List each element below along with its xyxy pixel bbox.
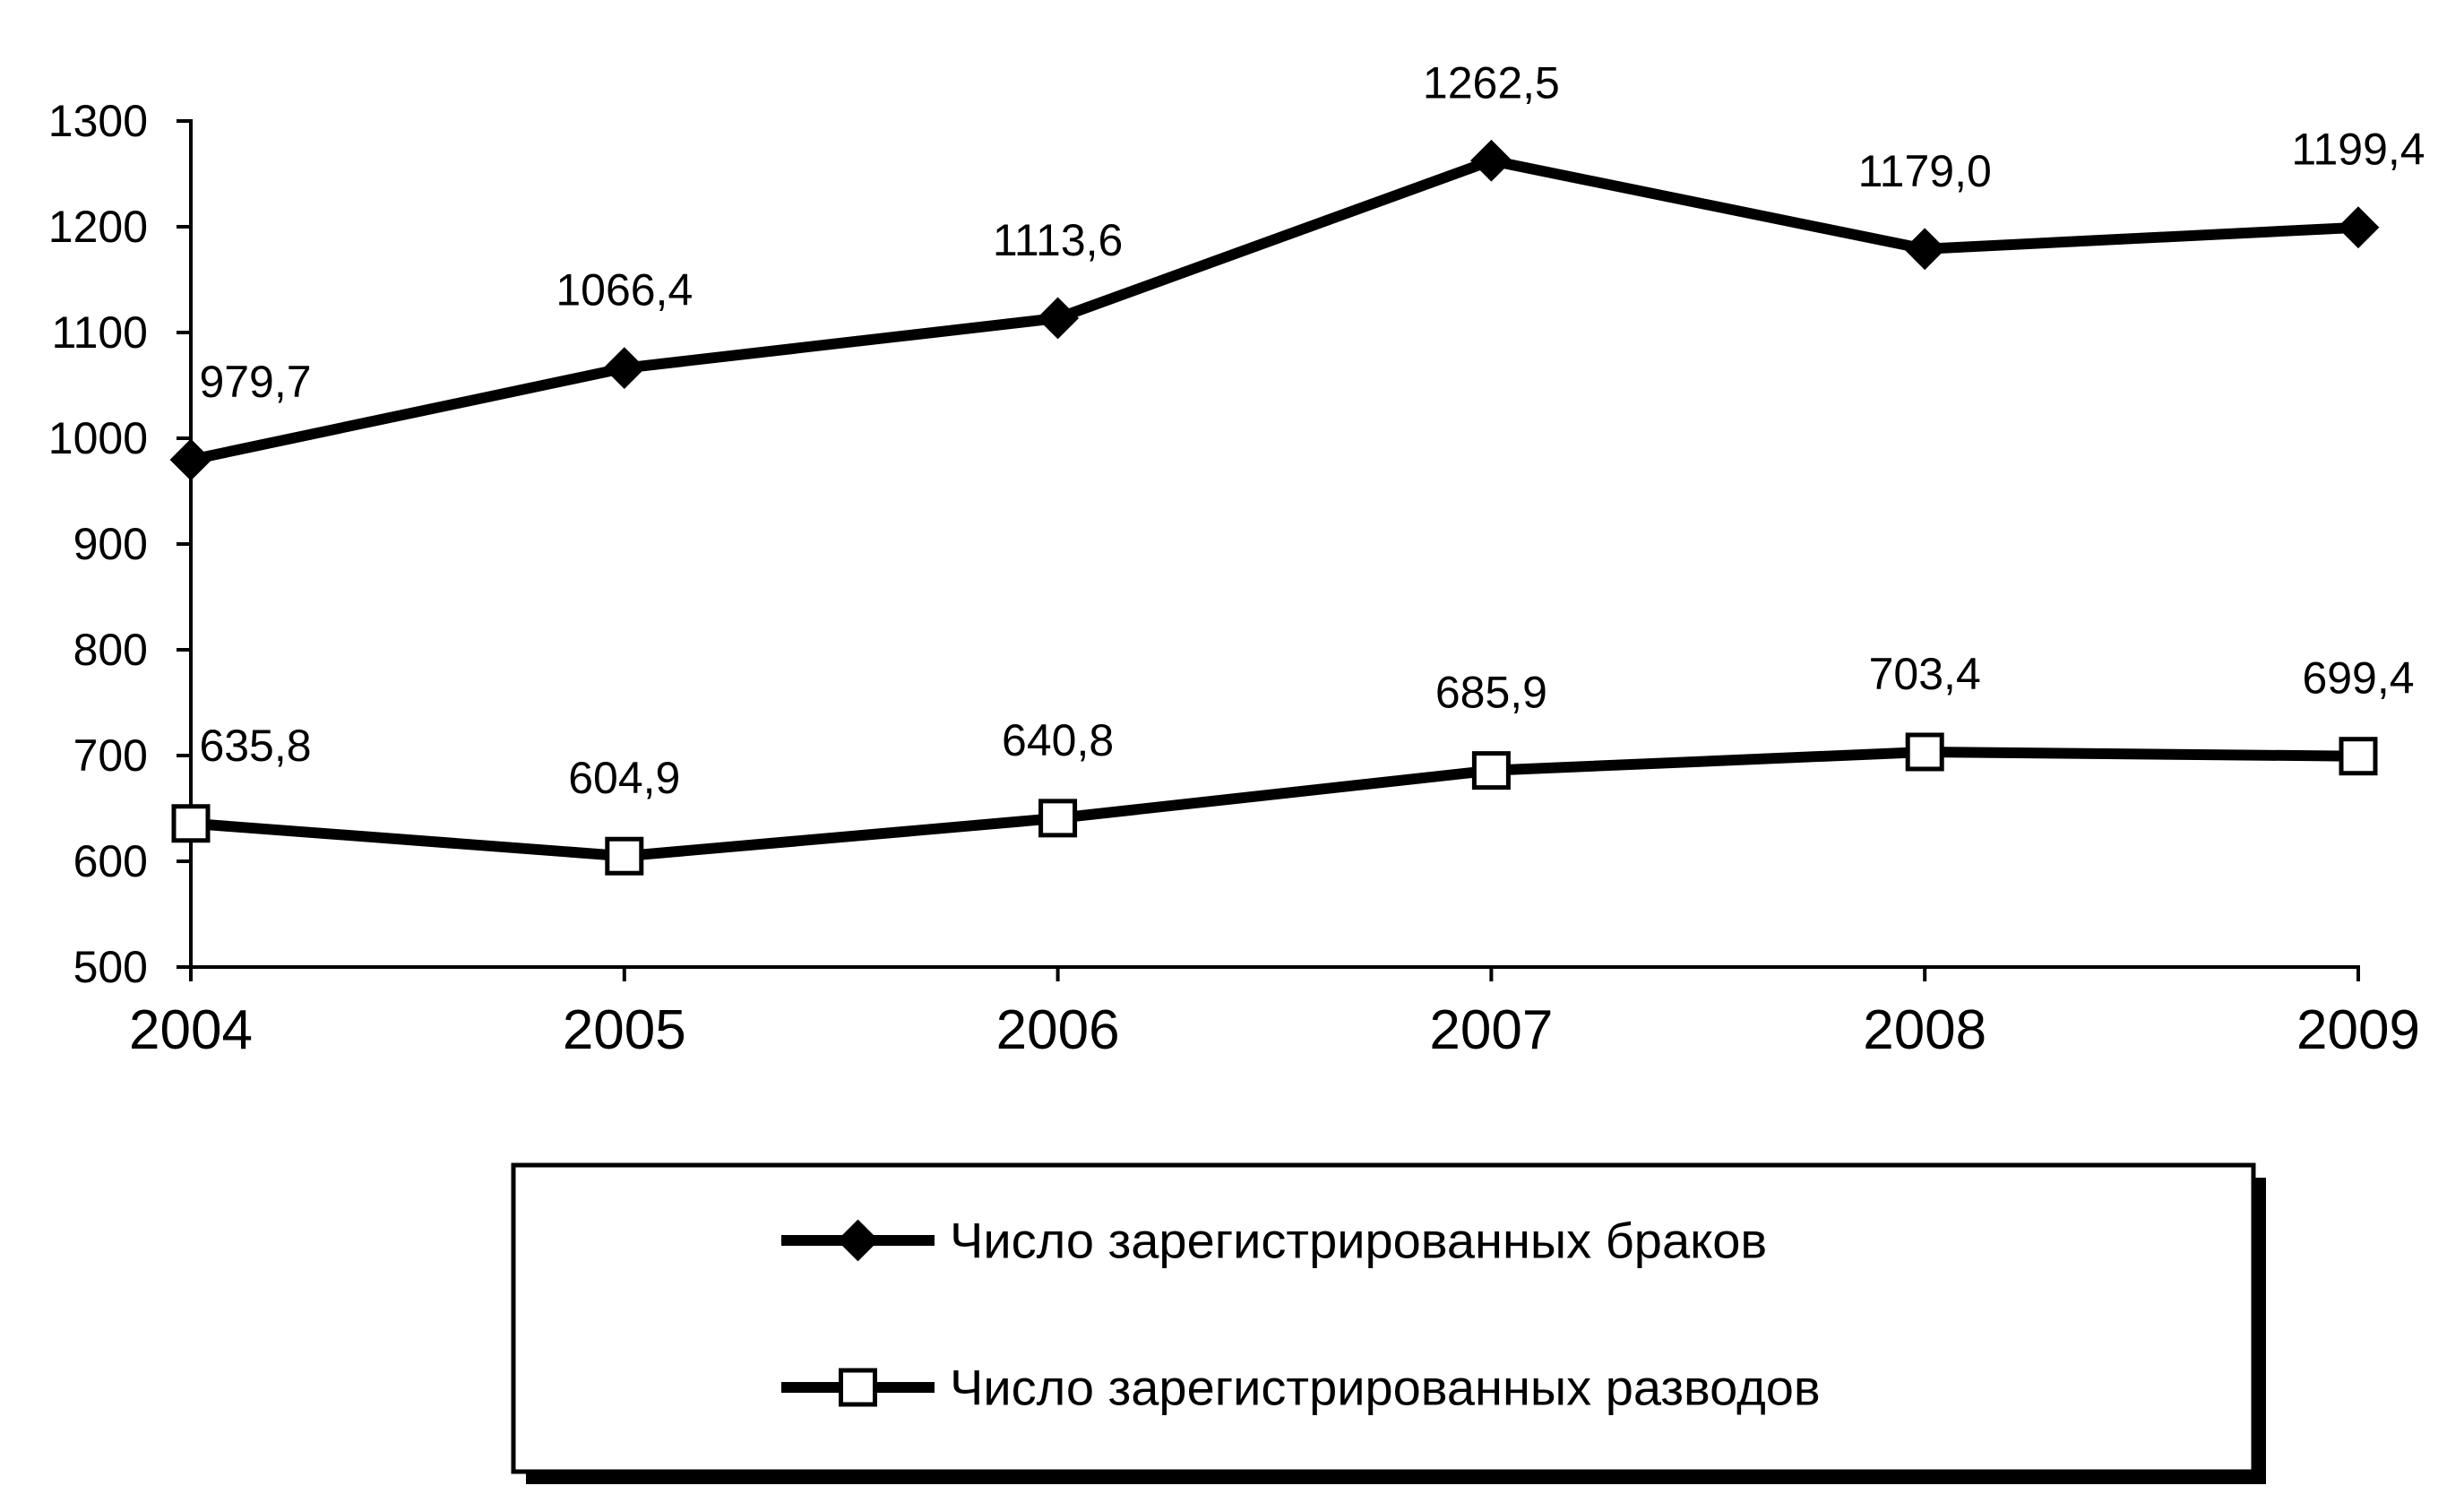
marriages-data-label: 1199,4 [2291,125,2425,175]
marriages-point-marker [1037,297,1080,340]
x-tick-label: 2009 [2296,999,2420,1061]
marriages-data-label: 1066,4 [556,265,693,315]
series-lines [189,155,2359,862]
marriages-data-label: 979,7 [199,357,311,407]
divorces-point-marker [2339,737,2378,776]
marriages-series-line [189,155,2359,465]
series-markers [169,139,2380,876]
marriages-data-label: 1179,0 [1858,146,1992,196]
marriages-point-marker [603,347,646,390]
x-tick-label: 2007 [1429,999,1553,1061]
marriages-point-marker [1469,139,1512,182]
marriages-data-label: 1113,6 [993,215,1124,265]
divorces-data-label: 685,9 [1435,668,1547,718]
divorces-point-marker [1471,751,1511,790]
marriages-data-label: 1262,5 [1423,57,1560,108]
x-tick-label: 2006 [996,999,1120,1061]
y-tick-label: 600 [73,836,148,886]
y-tick-label: 900 [73,519,148,569]
legend-divorces-marker [839,1368,877,1407]
y-tick-label: 1000 [48,413,148,463]
divorces-point-marker [1038,799,1078,838]
x-tick-label: 2004 [129,999,253,1061]
divorces-data-label: 604,9 [568,753,680,803]
y-tick-label: 1200 [48,202,148,252]
legend-divorces-label: Число зарегистрированных разводов [950,1360,1821,1416]
legend-box [511,1162,2256,1474]
marriages-point-marker [1903,228,1946,271]
divorces-point-marker [171,804,211,843]
divorces-data-label: 640,8 [1002,715,1114,765]
divorces-data-label: 635,8 [199,721,311,771]
marriages-point-marker [2337,206,2380,249]
y-tick-label: 800 [73,625,148,675]
divorces-data-label: 699,4 [2302,653,2414,704]
x-tick-label: 2005 [563,999,686,1061]
y-tick-label: 1300 [48,96,148,146]
divorces-point-marker [605,836,644,876]
marriages-point-marker [169,438,212,481]
legend-marriages-label: Число зарегистрированных браков [950,1213,1767,1269]
divorces-data-label: 703,4 [1869,649,1981,699]
x-axis-tick-labels: 2004 2005 2006 2007 2008 2009 [129,999,2420,1061]
legend: Число зарегистрированных браков Число зар… [511,1162,2266,1484]
y-tick-label: 1100 [51,307,148,358]
y-tick-label: 700 [73,730,148,781]
legend-marriages-marker [837,1219,879,1262]
x-tick-label: 2008 [1863,999,1986,1061]
y-axis-tick-labels: 500 600 700 800 900 1000 1100 1200 1300 [48,96,148,992]
divorces-point-marker [1905,732,1944,772]
y-tick-label: 500 [73,942,148,992]
divorces-series-line [190,746,2359,862]
data-labels: 979,7 1066,4 1113,6 1262,5 1179,0 1199,4 635,8… [199,57,2425,803]
